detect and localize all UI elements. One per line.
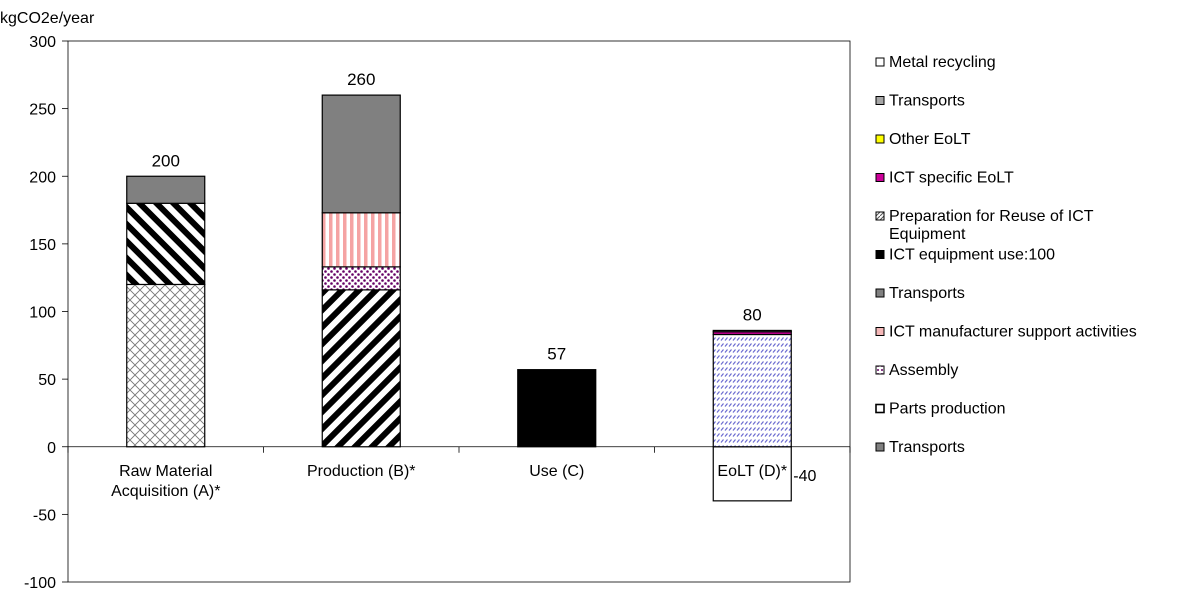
bar-segment-3-3 xyxy=(712,329,792,333)
bar-segment-0-2 xyxy=(126,175,206,204)
legend-swatch xyxy=(875,250,885,259)
bar-segment-3-0 xyxy=(712,446,792,502)
y-tick-label: 300 xyxy=(29,34,56,51)
legend-label: Equipment xyxy=(889,226,966,243)
x-category-label: Raw Material xyxy=(119,463,212,480)
y-tick-label: 50 xyxy=(38,372,56,389)
legend-item: Assembly xyxy=(875,362,958,379)
legend-swatch xyxy=(875,134,885,144)
legend-swatch xyxy=(875,96,885,105)
legend-item: Transports xyxy=(875,93,965,110)
bar-total-label: 260 xyxy=(347,70,375,89)
legend-item: Metal recycling xyxy=(875,54,996,71)
legend-label: Transports xyxy=(889,285,965,302)
legend-label: Preparation for Reuse of ICT xyxy=(889,208,1094,225)
y-tick-label: 200 xyxy=(29,169,56,186)
y-tick-label: -100 xyxy=(24,575,56,588)
bars xyxy=(126,94,792,502)
legend-swatch xyxy=(875,365,885,375)
legend-swatch xyxy=(875,211,885,221)
bar-segment-3-1 xyxy=(712,333,792,448)
x-category-label: Use (C) xyxy=(529,463,584,480)
y-axis-label: kgCO2e/year xyxy=(0,10,95,27)
legend-swatch xyxy=(875,288,885,298)
y-tick-label: 0 xyxy=(47,440,56,457)
legend-label: Parts production xyxy=(889,401,1006,418)
legend-swatch xyxy=(875,173,885,182)
legend-label: Assembly xyxy=(889,362,958,379)
bar-segment-1-3 xyxy=(321,94,401,214)
x-category-label: Acquisition (A)* xyxy=(111,483,220,500)
bar-segment-0-0 xyxy=(126,283,206,448)
bar-segment-2-0 xyxy=(517,369,597,448)
legend-label: ICT equipment use:100 xyxy=(889,247,1055,264)
bar-total-label: 200 xyxy=(152,151,180,170)
legend-item: Transports xyxy=(875,439,965,456)
bar-segment-1-0 xyxy=(321,289,401,448)
x-category-label: EoLT (D)* xyxy=(717,463,787,480)
legend-label: Other EoLT xyxy=(889,131,971,148)
legend-label: Transports xyxy=(889,93,965,110)
legend-label: Metal recycling xyxy=(889,54,996,71)
y-tick-label: 150 xyxy=(29,237,56,254)
bar-segment-0-1 xyxy=(126,202,206,286)
bar-segment-1-2 xyxy=(321,212,401,268)
legend: Metal recycling Transports Other EoLT ICT s… xyxy=(875,54,1137,456)
legend-item: Parts production xyxy=(875,401,1006,418)
y-tick-label: 100 xyxy=(29,305,56,322)
y-tick-label: -50 xyxy=(33,507,56,524)
legend-label: ICT specific EoLT xyxy=(889,170,1014,187)
legend-label: ICT manufacturer support activities xyxy=(889,324,1137,341)
legend-item: Other EoLT xyxy=(875,131,971,148)
bar-total-label: 57 xyxy=(547,345,566,364)
bar-total-label: 80 xyxy=(743,305,762,324)
legend-swatch xyxy=(875,327,885,336)
legend-item: ICT specific EoLT xyxy=(875,170,1014,187)
legend-swatch xyxy=(875,442,885,452)
labels: 200 Raw Material Acquisition (A)* 260 Produc… xyxy=(111,70,816,500)
y-tick-label: 250 xyxy=(29,102,56,119)
legend-item: ICT equipment use:100 xyxy=(875,247,1055,264)
legend-swatch xyxy=(875,403,885,414)
legend-label: Transports xyxy=(889,439,965,456)
x-category-label: Production (B)* xyxy=(307,463,416,480)
legend-swatch xyxy=(875,57,885,67)
negative-value-label: -40 xyxy=(793,468,816,485)
legend-item: Transports xyxy=(875,285,965,302)
legend-item: ICT manufacturer support activities xyxy=(875,324,1137,341)
bar-segment-1-1 xyxy=(321,266,401,291)
